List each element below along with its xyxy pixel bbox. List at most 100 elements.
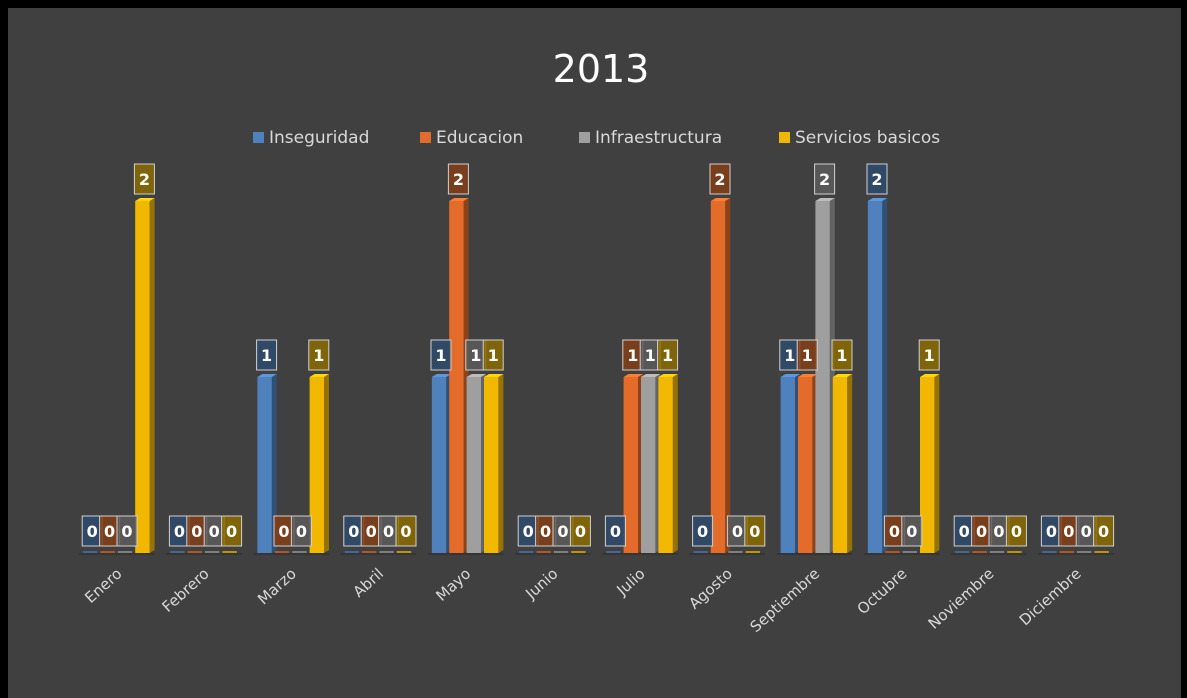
bar bbox=[1042, 551, 1057, 554]
bar-top bbox=[815, 198, 835, 201]
data-label: 0 bbox=[174, 522, 185, 541]
data-label-box bbox=[901, 515, 923, 547]
data-label: 0 bbox=[104, 522, 115, 541]
bar bbox=[641, 377, 656, 553]
bar bbox=[623, 377, 638, 553]
bar bbox=[431, 377, 447, 553]
bar bbox=[117, 551, 133, 554]
data-label: 0 bbox=[906, 522, 917, 541]
bar bbox=[222, 551, 237, 554]
data-label: 0 bbox=[540, 522, 551, 541]
bar bbox=[344, 551, 359, 554]
bar-side bbox=[847, 374, 853, 553]
category-label: Agosto bbox=[685, 565, 736, 613]
bar bbox=[606, 551, 621, 554]
bar-top bbox=[309, 374, 329, 377]
bar-top bbox=[920, 374, 940, 377]
bar bbox=[362, 551, 377, 554]
legend-label: Inseguridad bbox=[269, 128, 369, 148]
data-label-box bbox=[866, 163, 888, 195]
data-label: 0 bbox=[976, 522, 987, 541]
bar-top bbox=[257, 374, 277, 377]
bar bbox=[309, 377, 324, 553]
data-label: 0 bbox=[1063, 522, 1074, 541]
data-label: 0 bbox=[121, 522, 132, 541]
bar-top bbox=[780, 374, 800, 377]
data-label: 0 bbox=[87, 522, 98, 541]
data-label: 1 bbox=[488, 346, 499, 365]
data-label: 1 bbox=[261, 346, 272, 365]
data-label: 0 bbox=[209, 522, 220, 541]
bar bbox=[693, 551, 708, 554]
data-label: 2 bbox=[453, 170, 464, 189]
bar bbox=[885, 551, 900, 554]
bar-top bbox=[466, 374, 486, 377]
bar bbox=[379, 551, 394, 554]
bar bbox=[920, 377, 935, 553]
bar-side bbox=[672, 374, 678, 553]
data-label-box bbox=[308, 339, 330, 371]
bar bbox=[989, 551, 1005, 554]
data-label: 1 bbox=[645, 346, 656, 365]
bar-side bbox=[934, 374, 940, 553]
bar bbox=[1007, 551, 1022, 554]
bar-top bbox=[641, 374, 661, 377]
bar bbox=[205, 551, 220, 554]
data-label: 0 bbox=[1046, 522, 1057, 541]
data-label: 1 bbox=[802, 346, 813, 365]
legend-label: Educacion bbox=[436, 128, 523, 148]
data-label-box bbox=[796, 339, 818, 371]
data-label-box bbox=[918, 339, 940, 371]
legend-label: Servicios basicos bbox=[795, 128, 940, 148]
bar bbox=[187, 551, 202, 554]
data-label: 0 bbox=[557, 522, 568, 541]
legend-label: Infraestructura bbox=[595, 128, 722, 148]
data-label-box bbox=[290, 515, 312, 547]
bar-top bbox=[798, 374, 818, 377]
chart-title: 2013 bbox=[553, 47, 650, 91]
data-label: 2 bbox=[819, 170, 830, 189]
bar bbox=[274, 551, 290, 554]
bar-chart: 2013 Inseguridad Educacion Infraestructura… bbox=[79, 47, 1115, 636]
data-label-box bbox=[482, 339, 504, 371]
data-label-box bbox=[709, 163, 731, 195]
bar bbox=[728, 551, 743, 554]
data-label-box bbox=[1093, 515, 1115, 547]
data-label-box bbox=[116, 515, 138, 547]
bar bbox=[536, 551, 551, 554]
category-label: Febrero bbox=[159, 565, 213, 616]
data-label: 0 bbox=[383, 522, 394, 541]
bar bbox=[1059, 551, 1074, 554]
data-label: 0 bbox=[1081, 522, 1092, 541]
bar bbox=[658, 377, 673, 553]
data-label: 0 bbox=[697, 522, 708, 541]
data-label-box bbox=[221, 515, 243, 547]
data-label-box bbox=[256, 339, 278, 371]
data-label: 1 bbox=[470, 346, 481, 365]
legend-swatch bbox=[779, 132, 790, 143]
bar bbox=[710, 201, 726, 553]
data-label: 0 bbox=[575, 522, 586, 541]
bar bbox=[292, 551, 307, 554]
data-label-box bbox=[604, 515, 626, 547]
bar-top bbox=[867, 198, 888, 201]
category-axis: Enero Febrero Marzo Abril Mayo Junio Julio Agos… bbox=[81, 565, 1084, 636]
data-label: 1 bbox=[784, 346, 795, 365]
data-label-box bbox=[831, 339, 853, 371]
data-label-box bbox=[430, 339, 452, 371]
bar bbox=[484, 377, 499, 553]
bar bbox=[972, 551, 987, 554]
data-label: 0 bbox=[959, 522, 970, 541]
bar bbox=[571, 551, 586, 554]
bar-side bbox=[882, 198, 888, 553]
data-label: 2 bbox=[714, 170, 725, 189]
bar-top bbox=[658, 374, 678, 377]
data-label-box bbox=[569, 515, 591, 547]
bar bbox=[902, 551, 917, 554]
bar bbox=[955, 551, 970, 554]
bar bbox=[815, 201, 830, 553]
data-label: 0 bbox=[523, 522, 534, 541]
category-label: Diciembre bbox=[1016, 565, 1085, 630]
bar-top bbox=[832, 374, 853, 377]
bar-top bbox=[710, 198, 731, 201]
